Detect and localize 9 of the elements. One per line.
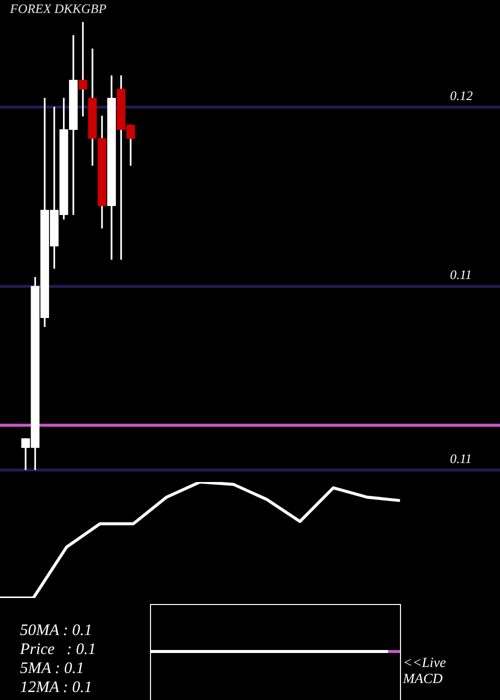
text: 0.11 — [450, 451, 473, 467]
text: 12MA : 0.1 — [20, 678, 94, 697]
text: Price : 0.1 — [20, 640, 97, 659]
text: <<Live MACD — [403, 656, 447, 688]
text: 5MA : 0.1 — [20, 659, 86, 678]
text: 50MA : 0.1 — [20, 621, 94, 640]
text: 0.12 — [450, 88, 474, 104]
chart-title: FOREX DKKGBP — [10, 1, 106, 17]
text: 0.11 — [450, 267, 473, 283]
